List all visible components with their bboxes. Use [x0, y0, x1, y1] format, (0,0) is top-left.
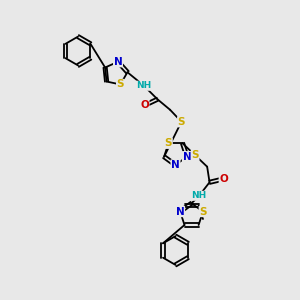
Text: S: S — [165, 138, 172, 148]
Text: N: N — [182, 152, 191, 162]
Text: N: N — [171, 160, 180, 170]
Text: NH: NH — [191, 191, 207, 200]
Text: S: S — [191, 150, 199, 160]
Text: S: S — [117, 80, 124, 89]
Text: O: O — [140, 100, 149, 110]
Text: S: S — [199, 207, 207, 217]
Text: O: O — [219, 174, 228, 184]
Text: S: S — [178, 117, 185, 127]
Text: NH: NH — [136, 81, 152, 90]
Text: N: N — [114, 57, 122, 67]
Text: N: N — [176, 207, 184, 217]
